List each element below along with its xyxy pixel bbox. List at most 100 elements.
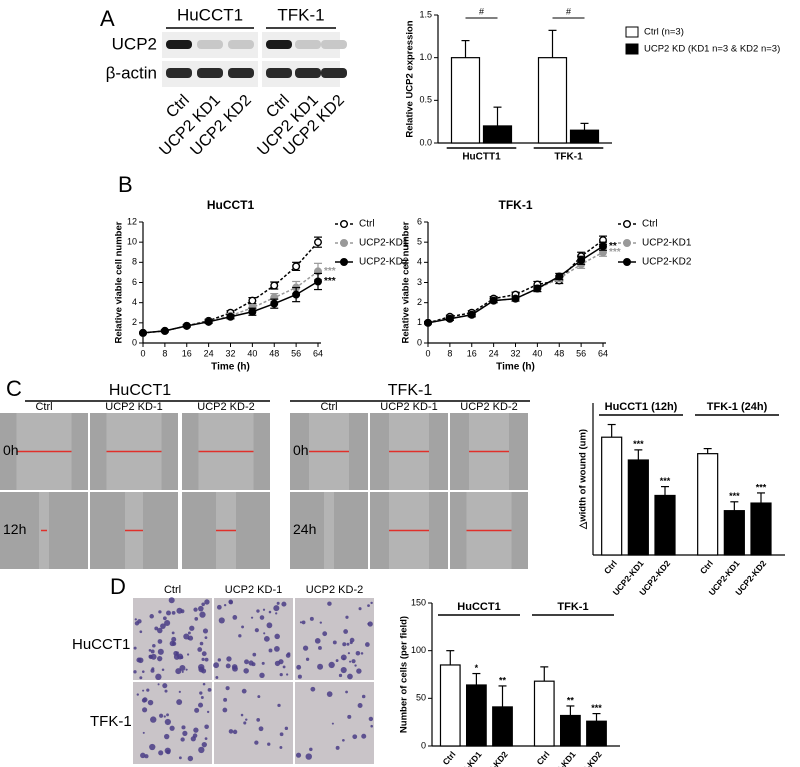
bar (569, 129, 600, 144)
series-marker (445, 314, 454, 323)
cell-stain (248, 660, 254, 666)
cell-stain (299, 621, 303, 624)
series-marker (248, 307, 257, 316)
y-tick-label: 0 (132, 337, 137, 347)
cell-stain (164, 619, 171, 627)
cell-stain (268, 610, 272, 614)
y-tick-label: 4 (417, 257, 422, 267)
bar (450, 57, 481, 144)
cell-stain (140, 752, 146, 759)
x-tick-label: 16 (182, 348, 192, 358)
cell-stain (286, 673, 289, 676)
legend-label: Ctrl (642, 219, 658, 230)
group-label: HuCCT1 (12h) (605, 401, 678, 413)
cell-stain (223, 697, 228, 702)
cell-stain (274, 660, 281, 667)
series-marker (292, 262, 301, 271)
cell-stain (162, 616, 167, 621)
cell-stain (163, 715, 166, 718)
cell-stain (252, 652, 257, 657)
x-tick-label: TFK-1 (554, 152, 583, 163)
bar (750, 502, 772, 556)
series-marker (204, 317, 213, 326)
blot-band (321, 68, 347, 78)
cell-stain (198, 702, 204, 708)
bar (465, 684, 487, 747)
cell-stain (250, 616, 254, 619)
series-marker (138, 328, 147, 337)
blot-row-label: β-actin (106, 63, 157, 82)
cell-stain (259, 672, 265, 678)
cell-stain (361, 694, 366, 699)
y-tick-label: 150 (411, 597, 426, 607)
x-tick-label: 56 (291, 348, 301, 358)
legend-swatch (625, 26, 639, 38)
cell-stain (150, 716, 157, 723)
cell-stain (338, 673, 343, 678)
cell-stain (201, 602, 205, 607)
cell-stain (164, 689, 168, 693)
cell-stain (297, 674, 302, 679)
cell-stain (322, 631, 328, 637)
cell-stain (155, 673, 162, 681)
cell-stain (305, 657, 310, 661)
cell-stain (176, 699, 183, 706)
cell-stain (142, 689, 145, 692)
cell-stain (331, 722, 334, 725)
panel-letter: D (110, 574, 126, 599)
x-tick-label: 40 (532, 348, 542, 358)
x-tick-label: 24 (204, 348, 214, 358)
cell-stain (150, 649, 155, 654)
cell-stain (179, 665, 186, 672)
blot-band (295, 40, 321, 49)
image-row-label: TFK-1 (90, 713, 132, 730)
cell-stain (238, 634, 242, 638)
series-marker (577, 256, 586, 265)
cell-stain (365, 642, 370, 647)
image-column-label: UCP2 KD-2 (197, 401, 254, 413)
cell-stain (254, 740, 259, 745)
cell-stain (361, 733, 367, 739)
cell-stain (134, 621, 140, 626)
cell-stain (137, 657, 144, 664)
annotation: # (479, 6, 484, 16)
y-axis-label: Relative viable cell number (401, 221, 412, 343)
cell-stain (146, 688, 150, 692)
cell-stain (157, 627, 163, 634)
cell-stain (182, 730, 188, 736)
cell-stain (215, 676, 219, 679)
image-row-label: 12h (3, 521, 26, 537)
cell-stain (181, 725, 186, 730)
cell-stain (232, 729, 238, 735)
cell-stain (302, 645, 309, 651)
cell-stain (176, 607, 183, 614)
cell-stain (171, 636, 177, 642)
y-tick-label: 100 (411, 645, 426, 655)
cell-stain (281, 601, 287, 607)
cell-stain (340, 666, 347, 674)
significance-label: *** (324, 266, 336, 277)
x-tick-label: 56 (576, 348, 586, 358)
legend-marker (340, 238, 349, 247)
cell-stain (277, 703, 281, 708)
cell-stain (225, 663, 231, 669)
group-label: HuCCT1 (457, 601, 500, 613)
cell-stain (347, 652, 351, 655)
cell-stain (166, 610, 171, 616)
cell-stain (326, 691, 333, 697)
cell-stain (276, 601, 280, 605)
cell-stain (141, 698, 147, 703)
x-tick-label: 40 (247, 348, 257, 358)
cell-stain (194, 617, 199, 621)
cell-stain (199, 691, 203, 695)
x-tick-label: 48 (269, 348, 279, 358)
blot-band (295, 68, 321, 78)
y-tick-label: 50 (416, 693, 426, 703)
cell-stain (352, 734, 358, 740)
cell-stain (279, 673, 283, 677)
significance-label: *** (729, 491, 740, 501)
cell-stain (201, 657, 205, 661)
cell-stain (158, 750, 164, 756)
cell-stain (256, 609, 260, 613)
group-label: TFK-1 (24h) (707, 401, 768, 413)
